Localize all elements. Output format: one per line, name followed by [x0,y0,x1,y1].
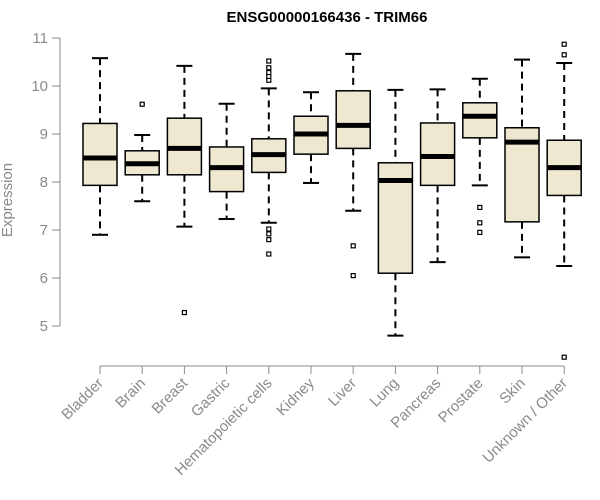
x-tick-label: Lung [367,375,403,411]
y-axis-label: Expression [0,163,16,237]
box-iqr [82,122,118,187]
box-breast [166,64,203,316]
y-tick-label: 11 [32,30,48,47]
outlier-point [477,220,483,226]
outlier-point [477,204,483,211]
outlier-point [561,354,567,360]
x-tick-label: Skin [496,375,529,408]
outlier-point [350,273,356,279]
outlier-point [266,58,272,64]
y-tick-label: 5 [40,318,48,335]
box-unknown-other [546,41,582,360]
x-tick-label: Bladder [58,375,107,424]
outlier-point [181,309,187,316]
outlier-point [561,41,567,47]
y-tick-label: 7 [40,222,48,239]
chart-title: ENSG00000166436 - TRIM66 [227,9,428,26]
outlier-point [266,65,272,71]
box-liver [335,52,371,279]
box-bladder [82,57,118,236]
outlier-point [266,237,272,243]
y-tick-label: 6 [40,270,48,287]
box-kidney [293,91,329,184]
y-tick-label: 10 [31,78,48,95]
outlier-point [266,226,272,232]
x-tick-label: Brain [112,375,149,412]
box-skin [504,58,540,259]
outlier-point [139,101,145,107]
box-lung [377,88,414,337]
box-hematopoietic-cells [251,58,287,257]
outlier-point [477,229,483,235]
outlier-point [266,69,272,76]
box-iqr [462,102,498,139]
outlier-point [350,243,356,249]
y-axis: 5 6 7 8 9 10 11 [31,30,61,335]
x-tick-label: Prostate [435,375,487,427]
x-tick-label: Liver [325,375,360,410]
box-pancreas [419,88,456,264]
outlier-point [266,251,272,257]
boxes-group [82,41,582,360]
outlier-point [561,52,567,58]
x-tick-label: Breast [149,374,192,417]
box-gastric [208,102,245,220]
outlier-point [266,231,272,237]
box-prostate [462,77,498,235]
y-tick-label: 8 [40,174,48,191]
x-tick-label: Kidney [273,374,318,419]
box-iqr [335,90,371,150]
y-tick-label: 9 [40,126,48,143]
box-brain [124,101,160,203]
